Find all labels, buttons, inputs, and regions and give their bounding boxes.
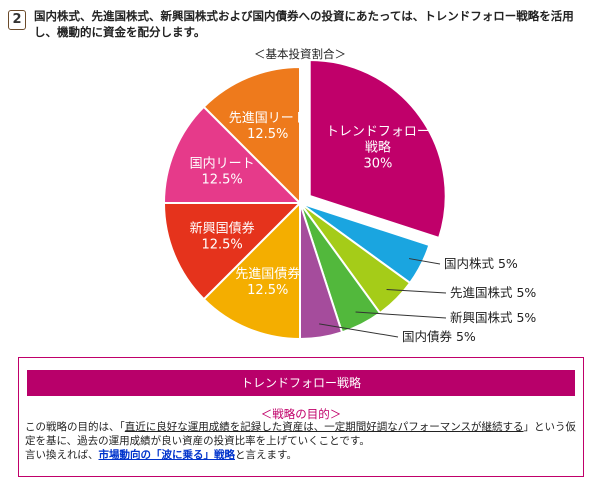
- slice-label: 先進国リート: [229, 111, 307, 126]
- slice-label: 国内リート: [190, 156, 255, 172]
- slice-label: 新興国債券: [190, 220, 255, 236]
- slice-label: 戦略: [365, 139, 391, 155]
- slice-label: 12.5%: [247, 127, 288, 142]
- strategy-box: トレンドフォロー戦略 ＜戦略の目的＞ この戦略の目的は、「直近に良好な運用成績を…: [18, 357, 584, 477]
- pie-slice: [162, 105, 303, 204]
- leader-line: [386, 289, 447, 294]
- leader-line: [319, 323, 399, 338]
- slice-label: 先進国債券: [235, 266, 300, 282]
- description-text: 言い換えれば、: [25, 449, 99, 461]
- pie-slice: [162, 202, 303, 301]
- slice-label: 12.5%: [247, 283, 288, 298]
- description-text: この戦略の目的は、「: [25, 421, 125, 433]
- leader-line: [408, 258, 441, 265]
- slice-label: 30%: [363, 156, 392, 171]
- pie-slice: [202, 200, 301, 341]
- strategy-purpose-heading: ＜戦略の目的＞: [260, 407, 342, 421]
- intro-text: 国内株式、先進国株式、新興国株式および国内債券への投資にあたっては、トレンドフォ…: [34, 9, 574, 39]
- strategy-description: この戦略の目的は、「直近に良好な運用成績を記録した資産は、一定期間好調なパフォー…: [25, 420, 577, 462]
- header: 2 国内株式、先進国株式、新興国株式および国内債券への投資にあたっては、トレンド…: [8, 8, 594, 42]
- market-wave-link[interactable]: 市場動向の「波に乗る」戦略: [98, 449, 236, 461]
- leader-line: [355, 311, 447, 319]
- slice-label: 12.5%: [201, 237, 242, 252]
- description-text: と言えます。: [235, 449, 297, 461]
- pie-slice: [308, 58, 447, 240]
- slice-label: 国内株式 5%: [444, 256, 518, 271]
- strategy-box-title: トレンドフォロー戦略: [27, 370, 575, 396]
- description-underlined: 直近に良好な運用成績を記録した資産は、一定期間好調なパフォーマンスが継続する: [124, 421, 524, 433]
- slice-label: 国内債券 5%: [402, 329, 476, 344]
- slice-label: 先進国株式 5%: [450, 285, 536, 300]
- slice-label: 12.5%: [201, 173, 242, 188]
- description-text: 」という仮定を基に、過去の運用成績が良い資産の投資比率を上げていくことです。: [25, 421, 577, 447]
- pie-slice: [202, 65, 301, 206]
- slice-label: 新興国株式 5%: [450, 310, 536, 325]
- chart-title: ＜基本投資割合＞: [254, 47, 346, 61]
- slice-label: トレンドフォロー: [326, 124, 430, 139]
- step-number-badge: 2: [8, 10, 26, 30]
